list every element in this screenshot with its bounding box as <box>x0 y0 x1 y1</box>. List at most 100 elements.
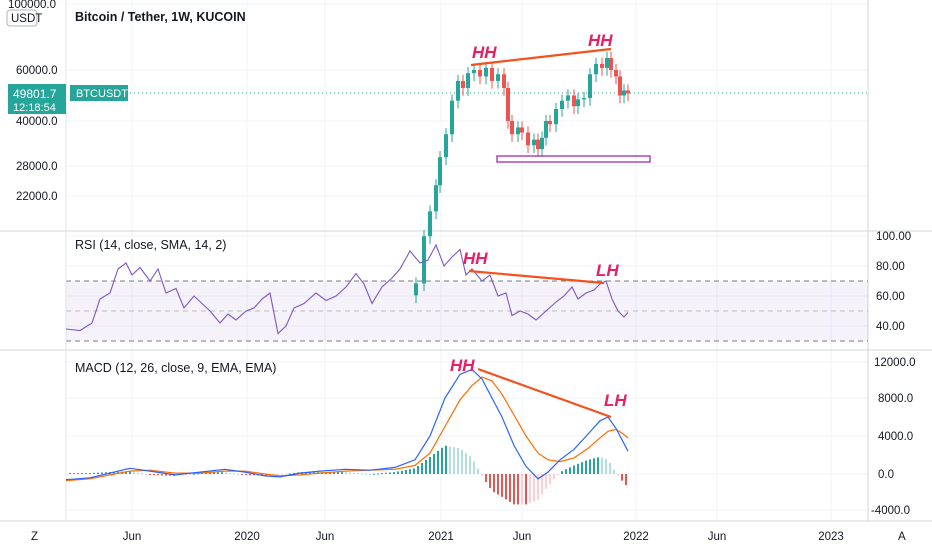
macd-histogram-bar <box>405 470 407 474</box>
macd-histogram-bar <box>97 472 99 474</box>
price-scale[interactable]: 100000.0 USDT 60000.0 40000.0 28000.0 22… <box>6 0 58 203</box>
currency-badge[interactable] <box>6 9 38 27</box>
macd-histogram-bar <box>449 446 451 474</box>
macd-tick: 8000.0 <box>878 393 913 405</box>
macd-histogram-bar <box>589 459 591 474</box>
candle-body <box>510 121 514 135</box>
macd-histogram-bar <box>573 465 575 474</box>
annotation-price-left: HH <box>472 43 497 62</box>
macd-histogram-bar <box>457 447 459 474</box>
macd-histogram-bar <box>537 474 539 500</box>
candle-body <box>478 70 482 77</box>
macd-histogram-bar <box>245 474 247 475</box>
macd-histogram-bar <box>545 474 547 490</box>
price-tick-top: 100000.0 <box>8 0 56 11</box>
macd-histogram-bar <box>361 473 363 475</box>
macd-histogram-bar <box>237 473 239 475</box>
macd-histogram-bar <box>81 473 83 475</box>
time-label: Jun <box>316 531 335 543</box>
candle-body <box>540 137 544 150</box>
macd-histogram-bar <box>605 459 607 474</box>
macd-histogram-bar <box>621 474 623 481</box>
macd-histogram-bar <box>73 473 75 475</box>
macd-histogram-bar <box>417 466 419 474</box>
candle-body <box>626 90 630 94</box>
macd-histogram-bar <box>401 470 403 474</box>
annotation-macd-right: LH <box>604 391 627 410</box>
macd-title: MACD (12, 26, close, 9, EMA, EMA) <box>75 361 276 375</box>
macd-histogram-bar <box>429 456 431 474</box>
macd-line <box>65 368 629 481</box>
macd-histogram-bar <box>421 462 423 474</box>
macd-histogram-bar <box>357 473 359 475</box>
price-tick: 22000.0 <box>16 191 58 203</box>
candle-body <box>618 76 622 96</box>
candle-body <box>588 74 592 99</box>
macd-histogram-bar <box>617 474 619 476</box>
macd-histogram-bar <box>445 445 447 474</box>
auto-scale-button[interactable]: A <box>898 531 906 543</box>
candle-body <box>605 58 609 68</box>
candle-body <box>461 80 465 88</box>
macd-histogram-bar <box>593 458 595 474</box>
macd-histogram-bar <box>393 472 395 474</box>
macd-histogram-bar <box>373 473 375 475</box>
rsi-trend-line[interactable] <box>468 269 605 285</box>
time-axis[interactable]: Jun 2020 Jun 2021 Jun 2022 Jun 2023 <box>123 531 844 543</box>
macd-histogram-bar <box>69 473 71 475</box>
macd-histogram-bar <box>249 474 251 476</box>
macd-histogram-bar <box>533 474 535 502</box>
macd-histogram-bar <box>293 472 295 474</box>
macd-histogram-bar <box>441 447 443 474</box>
macd-histogram-bar <box>409 469 411 474</box>
macd-histogram-bar <box>625 474 627 486</box>
candle-body <box>554 109 558 125</box>
symbol-tag <box>70 85 128 101</box>
macd-histogram-bar <box>281 474 283 475</box>
macd-histogram-bar <box>129 471 131 474</box>
annotation-rsi-right: LH <box>596 261 619 280</box>
symbol-tag-label: BTCUSDT <box>76 88 128 100</box>
macd-histogram-bar <box>133 471 135 474</box>
countdown-timer: 12:18:54 <box>13 102 56 114</box>
macd-histogram-bar <box>469 456 471 474</box>
macd-histogram-bar <box>225 472 227 474</box>
candle-body <box>520 127 524 133</box>
zoom-button[interactable]: Z <box>31 531 38 543</box>
macd-histogram-bar <box>85 473 87 475</box>
price-trend-line[interactable] <box>470 47 612 67</box>
candle-body <box>536 139 540 150</box>
candle-body <box>560 100 564 110</box>
macd-histogram-bar <box>89 473 91 475</box>
macd-histogram-bar <box>145 474 147 475</box>
macd-histogram-bar <box>333 472 335 474</box>
macd-histogram-bar <box>101 472 103 474</box>
rsi-scale[interactable]: 100.00 80.00 60.00 40.00 <box>876 231 911 333</box>
macd-histogram-bar <box>153 474 155 476</box>
macd-tick: 0.0 <box>878 469 894 481</box>
macd-scale[interactable]: 12000.0 8000.0 4000.0 0.0 -4000.0 <box>871 357 916 517</box>
support-box[interactable] <box>496 155 651 163</box>
annotation-macd-left: HH <box>450 356 475 375</box>
macd-histogram-bar <box>433 453 435 474</box>
macd-histogram-bar <box>585 460 587 474</box>
macd-histogram-bar <box>521 474 523 505</box>
candle-body <box>422 236 426 284</box>
time-label: 2020 <box>234 531 260 543</box>
candle-body <box>484 67 488 77</box>
candle-body <box>496 74 500 81</box>
candle-body <box>506 87 510 121</box>
candle-body <box>428 211 432 237</box>
macd-histogram-bar <box>157 474 159 476</box>
candle-body <box>622 90 626 96</box>
macd-histogram-bar <box>329 472 331 474</box>
candle-body <box>594 63 598 75</box>
macd-histogram-bar <box>541 474 543 495</box>
macd-histogram-bar <box>549 474 551 484</box>
candle-body <box>548 121 552 125</box>
macd-trend-line[interactable] <box>477 367 612 419</box>
candle-body <box>490 67 494 81</box>
macd-histogram-bar <box>425 459 427 474</box>
